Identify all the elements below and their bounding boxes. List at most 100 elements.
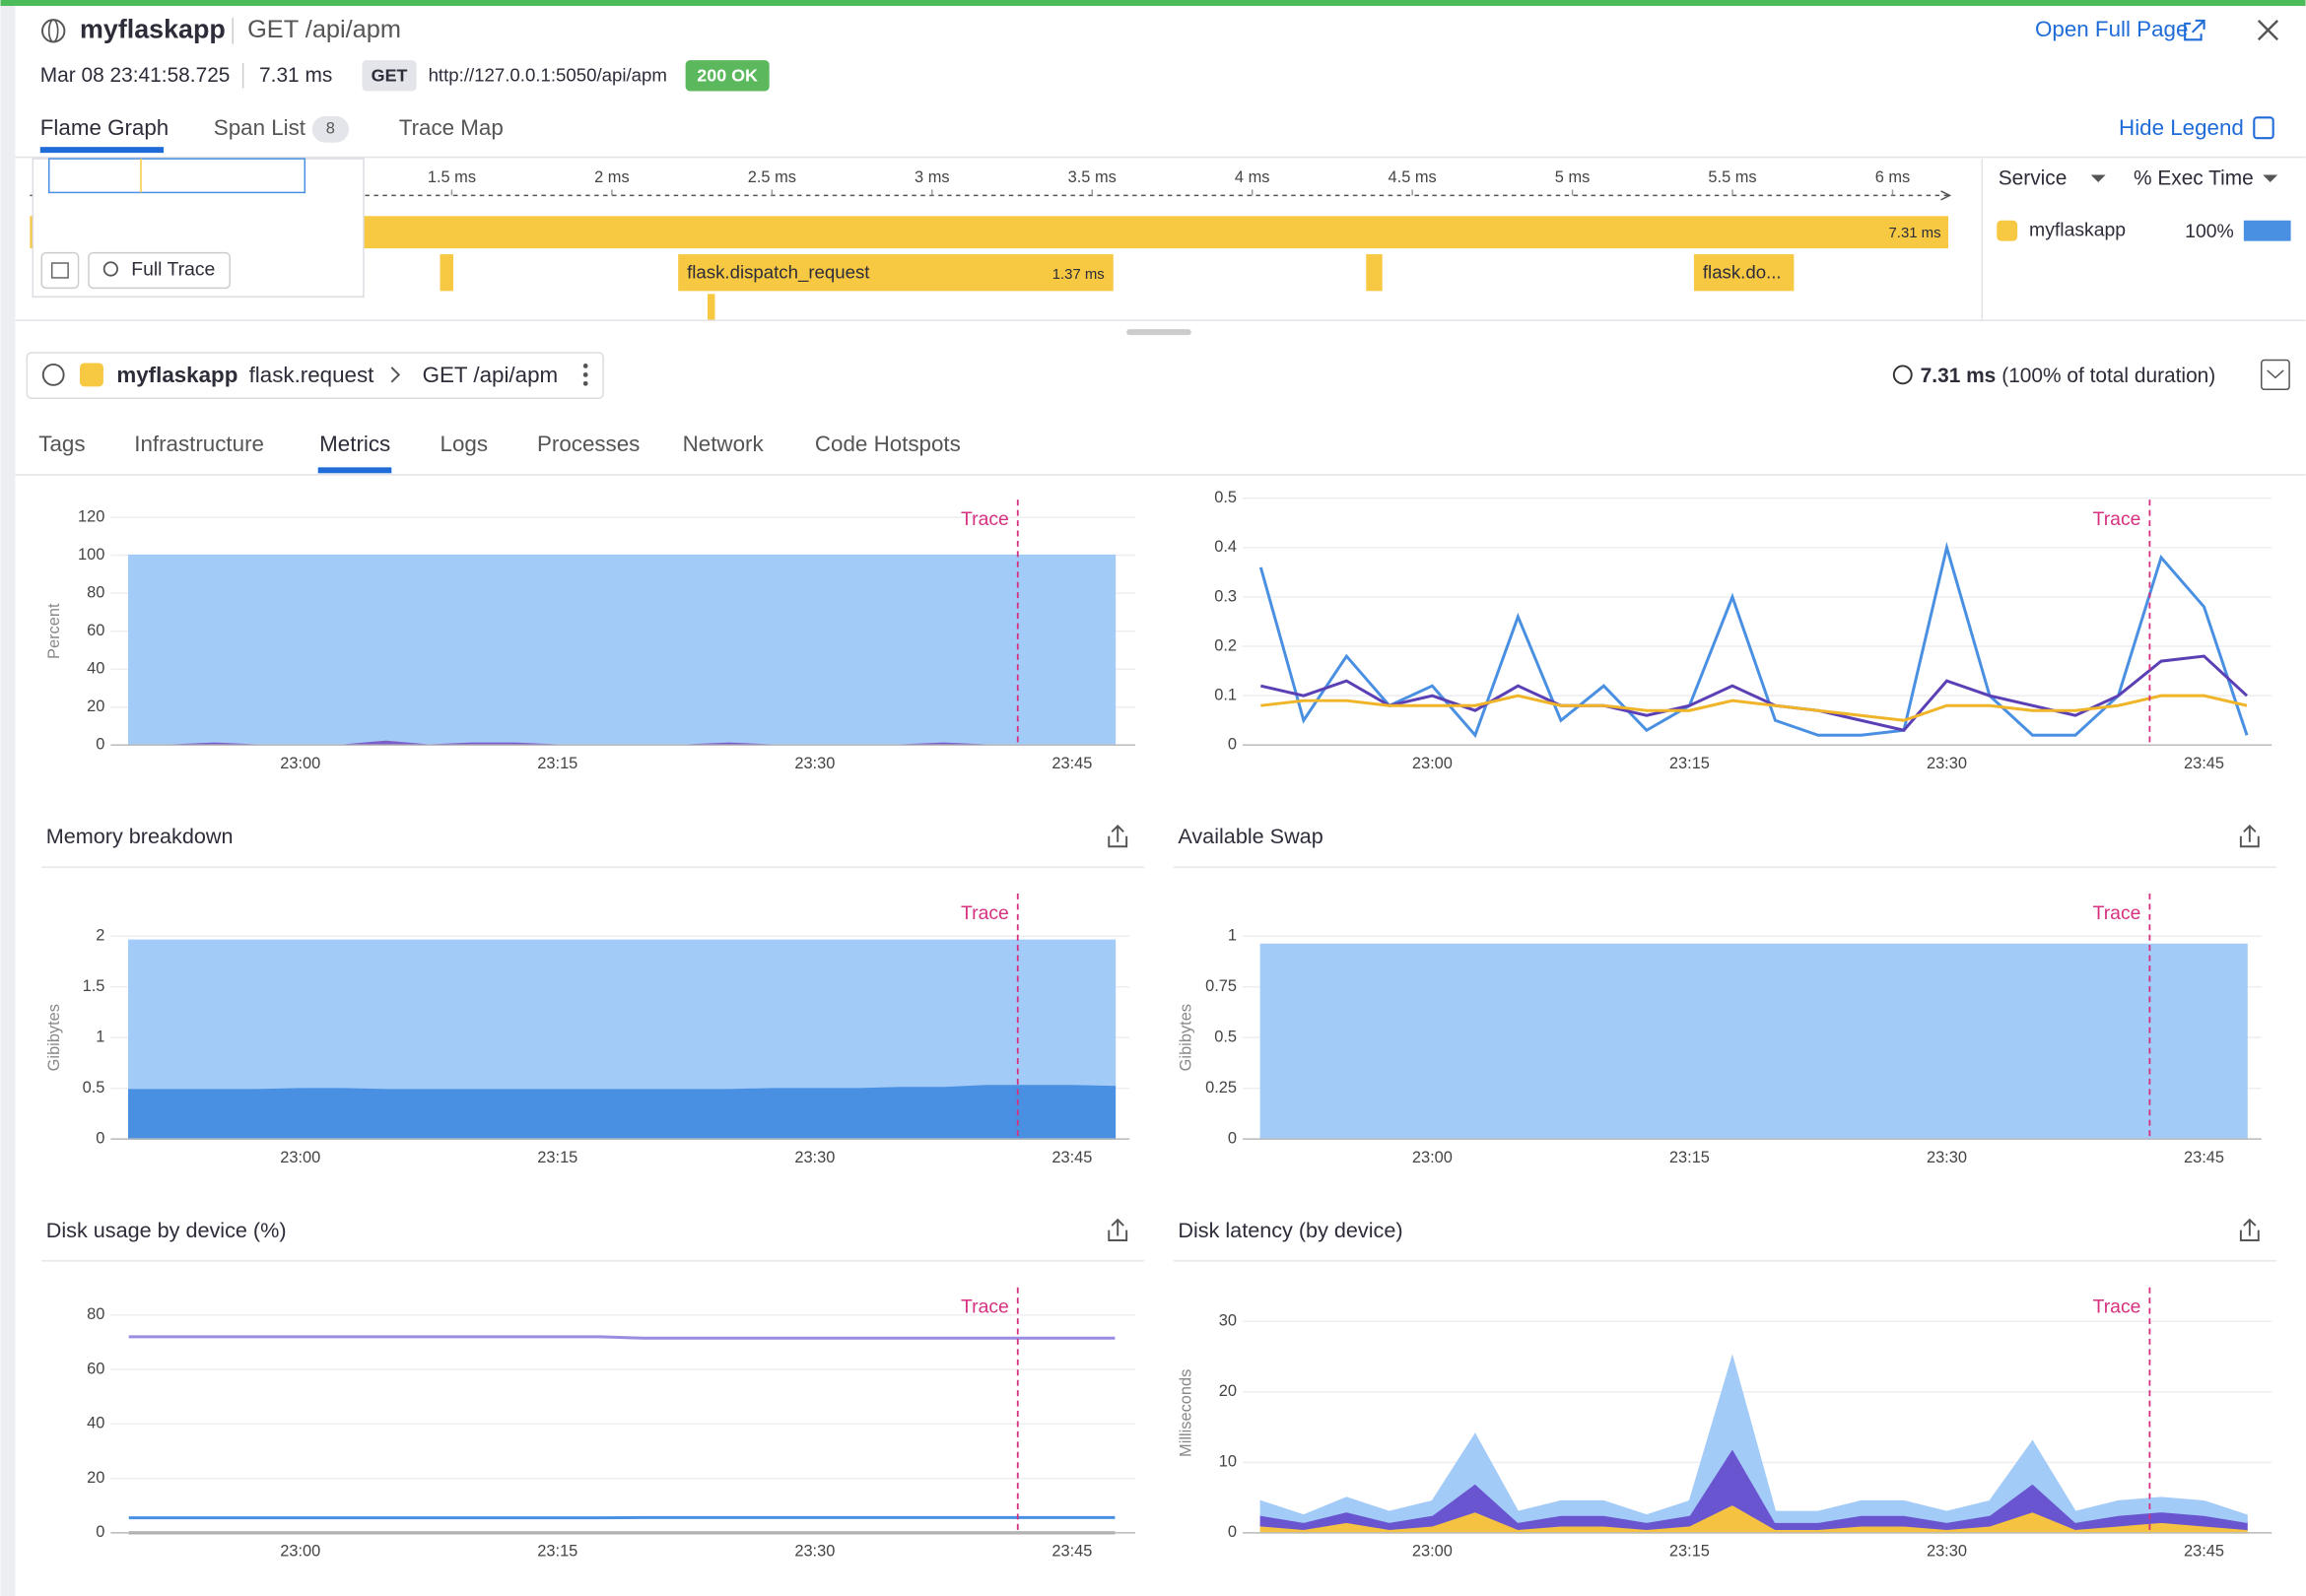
x-tick-label: 23:45 — [2184, 1149, 2224, 1166]
exec-time-bar — [2243, 220, 2291, 241]
x-tick-label: 23:30 — [794, 1543, 835, 1561]
legend-header[interactable]: % Exec Time — [2134, 167, 2254, 190]
chart-title: Memory breakdown — [46, 824, 234, 848]
x-tick-label: 23:15 — [1669, 1149, 1710, 1166]
status: 200 OK — [697, 65, 758, 85]
collapse-button[interactable] — [2261, 359, 2290, 391]
x-tick-label: 23:15 — [537, 1149, 577, 1166]
tab[interactable]: Infrastructure — [134, 432, 264, 456]
metric-chart: Available Swap 0 0.25 0.5 0.75 1 Gibibytes 23:0… — [1173, 824, 2276, 1166]
span-duration: 7.31 ms — [1889, 226, 1941, 241]
y-tick-label: 0.25 — [1205, 1079, 1237, 1097]
span[interactable] — [440, 254, 453, 292]
y-tick-label: 0 — [96, 1129, 104, 1147]
line — [128, 1335, 1116, 1340]
y-tick-label: 0 — [1228, 1129, 1237, 1147]
trace-label: Trace — [961, 508, 1009, 530]
x-tick-label: 23:45 — [1051, 1149, 1092, 1166]
span-service: myflaskapp — [116, 363, 237, 387]
url: http://127.0.0.1:5050/api/apm — [429, 64, 667, 85]
tab[interactable]: Flame Graph — [40, 115, 169, 140]
y-axis-label: Gibibytes — [45, 1004, 63, 1071]
sort-icon[interactable] — [2263, 174, 2278, 182]
span[interactable] — [1366, 254, 1383, 292]
legend-percent: 100% — [2185, 221, 2234, 242]
tab[interactable]: Tags — [38, 432, 85, 456]
x-tick-label: 23:15 — [537, 1543, 577, 1561]
y-tick-label: 0.4 — [1214, 538, 1237, 556]
tab[interactable]: Code Hotspots — [815, 432, 961, 456]
close-button[interactable] — [2257, 20, 2279, 41]
x-tick-label: 23:45 — [2184, 1543, 2224, 1561]
span[interactable] — [1693, 254, 1795, 292]
metric-chart: 0 0.1 0.2 0.3 0.4 0.5 23:00 23:15 23:30 23:45 Trac… — [1214, 489, 2272, 772]
time-tick-label: 6 ms — [1875, 168, 1911, 186]
export-icon[interactable] — [2239, 1218, 2260, 1241]
time-tick-label: 3.5 ms — [1068, 168, 1117, 186]
y-tick-label: 2 — [96, 927, 104, 945]
collapse-icon — [2267, 369, 2284, 379]
y-axis-label: Gibibytes — [1178, 1004, 1195, 1071]
area — [127, 554, 1117, 747]
globe-icon — [47, 19, 59, 43]
line — [1260, 694, 2248, 722]
zoom-icon — [102, 261, 118, 277]
area — [1259, 1354, 2248, 1524]
timestamp: Mar 08 23:41:58.725 — [40, 64, 231, 87]
chart-title: Disk usage by device (%) — [46, 1218, 287, 1242]
collapse-button[interactable] — [40, 251, 80, 290]
tab[interactable]: Span List — [214, 115, 306, 140]
hide-legend[interactable]: Hide Legend — [2119, 115, 2244, 140]
y-tick-label: 0 — [96, 1523, 104, 1541]
y-tick-label: 1 — [96, 1028, 104, 1045]
area — [1259, 943, 2248, 1140]
y-tick-label: 1.5 — [83, 977, 105, 995]
span-count: 8 — [326, 120, 335, 138]
time-tick-label: 3 ms — [915, 168, 950, 186]
x-tick-label: 23:15 — [1669, 1543, 1710, 1561]
export-icon[interactable] — [1108, 1218, 1128, 1241]
y-tick-label: 0.2 — [1214, 636, 1237, 654]
time-tick-label: 5 ms — [1555, 168, 1591, 186]
time-tick-label: 2 ms — [594, 168, 630, 186]
area — [127, 1083, 1117, 1140]
trace-label: Trace — [2093, 902, 2141, 924]
tab[interactable]: Metrics — [319, 432, 390, 456]
time-tick-label: 2.5 ms — [748, 168, 796, 186]
full-trace-button[interactable] — [88, 251, 231, 290]
metric-chart: 0 20 40 60 80 100 120 Percent 23:00 23:15 23:30 23:… — [45, 499, 1136, 772]
time-tick-label: 4 ms — [1235, 168, 1270, 186]
span[interactable] — [708, 294, 715, 321]
minimap-viewport[interactable] — [47, 158, 306, 194]
trace-label: Trace — [2093, 508, 2141, 530]
x-tick-label: 23:15 — [537, 755, 577, 772]
span[interactable] — [678, 254, 1114, 292]
y-tick-label: 1 — [1228, 927, 1237, 945]
legend-icon[interactable] — [2253, 116, 2274, 140]
tab[interactable]: Logs — [441, 432, 489, 456]
export-icon[interactable] — [1108, 824, 1128, 848]
count-badge — [311, 115, 350, 143]
tab[interactable]: Trace Map — [399, 115, 504, 140]
tab[interactable]: Processes — [537, 432, 640, 456]
y-axis-label: Percent — [45, 603, 63, 659]
kebab-menu[interactable] — [582, 364, 588, 386]
underlying-page — [0, 0, 16, 1596]
metric-chart: Disk usage by device (%) 0 20 40 60 80 23:00 23… — [41, 1218, 1145, 1561]
resize-handle[interactable] — [1126, 329, 1191, 336]
span-duration-text: 7.31 ms (100% of total duration) — [1921, 364, 2216, 386]
y-tick-label: 40 — [87, 1415, 104, 1432]
sort-icon[interactable] — [2090, 174, 2106, 182]
external-icon[interactable] — [2184, 19, 2205, 41]
open-full-page[interactable]: Open Full Page — [2035, 17, 2188, 41]
tab-underline — [39, 147, 165, 154]
x-tick-label: 23:30 — [1927, 1149, 1967, 1166]
tab[interactable]: Network — [683, 432, 765, 456]
legend-header[interactable]: Service — [1999, 167, 2068, 190]
time-tick-label: 5.5 ms — [1708, 168, 1756, 186]
trace-label: Trace — [961, 1297, 1009, 1318]
export-icon[interactable] — [2239, 824, 2260, 848]
